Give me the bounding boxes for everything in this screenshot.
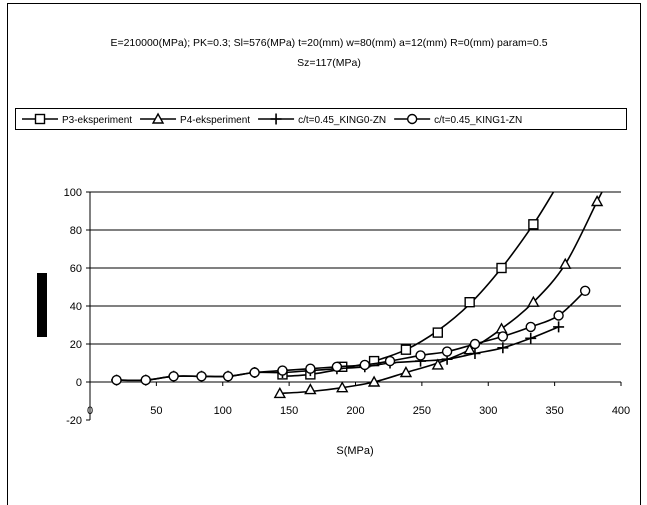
data-point — [527, 295, 540, 307]
data-point — [384, 355, 396, 367]
legend-marker — [270, 113, 282, 125]
data-point — [469, 338, 481, 350]
data-point — [432, 327, 444, 338]
series-line — [279, 192, 603, 395]
data-point — [277, 365, 288, 376]
data-point — [273, 386, 287, 399]
data-point — [528, 219, 539, 230]
legend-marker — [151, 112, 165, 124]
legend-item: P4-eksperiment — [140, 112, 250, 126]
legend-label: P4-eksperiment — [180, 115, 250, 126]
legend-item: c/t=0.45_KING1-ZN — [394, 113, 522, 126]
data-point — [111, 374, 122, 386]
data-point — [400, 344, 412, 355]
legend-label: c/t=0.45_KING1-ZN — [434, 115, 522, 126]
series-circle — [111, 285, 591, 386]
plot-axes: -20 0 20 40 60 80 100 0 50 100 150 200 250 300 350 400 — [64, 187, 631, 427]
x-tick-label: 150 — [280, 405, 298, 417]
plot-series — [111, 192, 604, 399]
data-point — [553, 310, 564, 321]
data-point — [305, 363, 316, 374]
legend-item: P3-eksperiment — [22, 113, 132, 126]
chart-border — [7, 3, 641, 505]
x-tick-label: 0 — [87, 405, 93, 417]
data-point — [469, 348, 481, 359]
legend-marker — [406, 113, 418, 125]
data-point — [497, 331, 509, 342]
x-axis-label: S(MPa) — [336, 445, 373, 457]
x-tick-label: 100 — [214, 405, 232, 417]
data-point — [196, 371, 207, 382]
y-tick-label: 40 — [70, 301, 82, 313]
x-tick-label: 250 — [413, 405, 431, 417]
legend-label: c/t=0.45_KING0-ZN — [298, 115, 386, 126]
series-triangle — [273, 192, 604, 399]
chart-subtitle: Sz=117(MPa) — [297, 57, 361, 69]
y-tick-label: 80 — [70, 225, 82, 237]
legend-label: P3-eksperiment — [62, 115, 132, 126]
data-point — [331, 361, 343, 372]
data-point — [590, 195, 604, 207]
data-point — [336, 381, 349, 393]
legend: P3-eksperiment P4-eksperiment c/t=0.45_KIN… — [22, 112, 522, 126]
data-point — [415, 350, 426, 361]
y-tick-label: 100 — [64, 187, 82, 199]
data-point — [559, 257, 572, 269]
data-point — [496, 262, 507, 274]
data-point — [525, 332, 537, 344]
data-point — [249, 367, 260, 378]
data-point — [441, 346, 453, 357]
legend-item: c/t=0.45_KING0-ZN — [258, 113, 386, 126]
plot-grid — [90, 191, 621, 345]
y-tick-label: 0 — [76, 377, 82, 389]
series-line — [282, 192, 555, 378]
y-axis-label-block — [37, 273, 47, 337]
data-point — [525, 321, 536, 333]
data-point — [579, 285, 591, 296]
y-tick-label: 20 — [70, 339, 82, 351]
x-tick-label: 50 — [150, 405, 162, 417]
x-tick-label: 200 — [346, 405, 364, 417]
data-point — [140, 374, 151, 386]
x-tick-label: 300 — [479, 405, 497, 417]
data-point — [553, 321, 565, 333]
data-point — [431, 358, 444, 370]
chart-title: E=210000(MPa); PK=0.3; Sl=576(MPa) t=20(… — [110, 37, 547, 49]
data-point — [497, 342, 509, 354]
series-square — [277, 192, 555, 380]
data-point — [399, 366, 413, 378]
data-point — [464, 297, 475, 308]
data-point — [359, 359, 370, 371]
data-point — [367, 375, 381, 387]
legend-marker — [34, 113, 46, 125]
y-tick-label: 60 — [70, 263, 82, 275]
x-tick-label: 350 — [545, 405, 563, 417]
data-point — [222, 371, 234, 382]
legend-box — [15, 108, 627, 130]
data-point — [304, 383, 317, 395]
x-tick-label: 400 — [612, 405, 630, 417]
y-tick-label: -20 — [66, 415, 82, 427]
data-point — [168, 371, 179, 382]
